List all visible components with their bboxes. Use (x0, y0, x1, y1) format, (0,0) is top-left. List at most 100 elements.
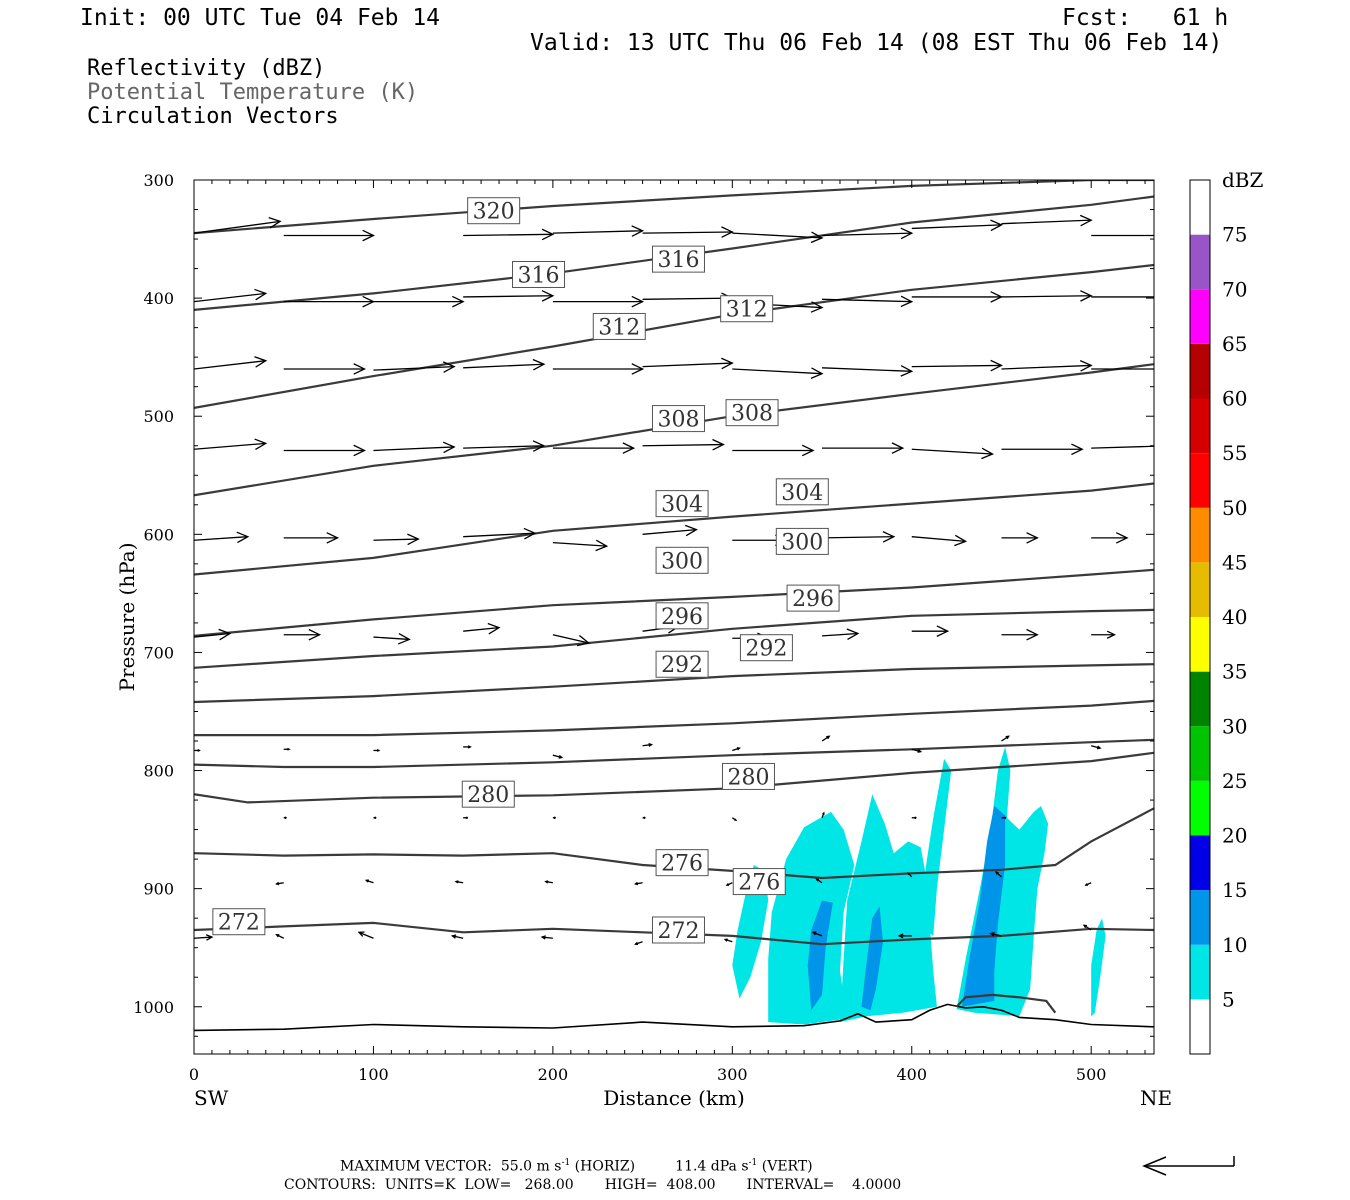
circulation-vector (194, 217, 282, 234)
circulation-vector (194, 356, 268, 370)
circulation-vector-small (1001, 816, 1007, 819)
theta-contour-284 (194, 738, 1154, 769)
circulation-vector (283, 229, 375, 242)
y-tick-label: 300 (143, 171, 174, 190)
theta-label-text: 300 (661, 549, 703, 574)
circulation-vector (463, 228, 555, 241)
circulation-vector (373, 632, 411, 645)
colorbar-label: 40 (1222, 605, 1247, 629)
theta-label-text: 320 (473, 200, 515, 225)
colorbar-swatch (1190, 999, 1210, 1054)
colorbar-swatch (1190, 944, 1210, 1000)
colorbar-label: 30 (1222, 714, 1247, 738)
theta-label: 312 (592, 312, 646, 340)
colorbar-label: 15 (1222, 878, 1247, 902)
circulation-vector-small (911, 748, 923, 753)
theta-label-text: 308 (657, 408, 699, 433)
circulation-vector (552, 225, 645, 237)
forecast-hour: Fcst: 61 h (1062, 5, 1229, 31)
circulation-vector-small (283, 816, 287, 819)
theta-label-text: 304 (661, 493, 703, 518)
circulation-vector-small (911, 816, 917, 819)
circulation-vector-small (821, 811, 825, 819)
theta-label-text: 276 (738, 871, 780, 896)
reflectivity-5dbz-area (840, 794, 937, 1023)
circulation-vector-small (194, 934, 214, 941)
theta-label: 276 (655, 849, 709, 877)
circulation-vector-small (373, 749, 381, 752)
circulation-vector (552, 295, 645, 308)
max-vector-horiz-unit: (HORIZ) (574, 1158, 636, 1175)
circulation-vector (642, 226, 734, 238)
x-end-label-ne: NE (1140, 1086, 1172, 1110)
theta-contour-304 (194, 482, 1154, 576)
y-tick-label: 600 (143, 525, 174, 544)
circulation-vector (552, 539, 609, 552)
circulation-vector-small (723, 938, 733, 943)
circulation-vector (373, 361, 456, 373)
circulation-vector-small (1084, 882, 1092, 886)
theta-contour-288 (194, 699, 1154, 737)
colorbar-swatch (1190, 234, 1210, 290)
y-tick-label: 800 (143, 762, 174, 781)
theta-contour-292 (194, 663, 1154, 704)
colorbar-label: 5 (1222, 987, 1235, 1011)
colorbar-swatch (1190, 289, 1210, 344)
reflectivity-10dbz-area (861, 906, 883, 1011)
theta-label-text: 296 (661, 605, 703, 630)
circulation-vector-small (642, 816, 646, 819)
circulation-vector (911, 359, 1003, 372)
theta-label: 304 (775, 478, 829, 506)
max-vector-horiz-exponent: -1 (561, 1158, 571, 1168)
circulation-vector-small (454, 880, 464, 884)
theta-label-text: 280 (727, 765, 769, 790)
x-tick-label: 200 (538, 1065, 569, 1084)
circulation-vector (642, 357, 734, 370)
colorbar-label: 60 (1222, 387, 1247, 411)
field-potential-temperature: Potential Temperature (K) (87, 80, 419, 105)
field-reflectivity: Reflectivity (dBZ) (87, 56, 326, 81)
colorbar-label: 50 (1222, 496, 1247, 520)
colorbar-swatch (1190, 562, 1210, 617)
circulation-vector (283, 532, 340, 544)
colorbar: 5 10 15 20 25 30 35 40 45 50 55 60 65 70 75 (1189, 179, 1247, 1055)
circulation-vector-small (463, 745, 472, 749)
circulation-vector-small (725, 882, 733, 886)
circulation-vector (911, 219, 1003, 232)
theta-label: 312 (720, 295, 774, 323)
circulation-vector-small (907, 872, 913, 878)
circulation-vector (463, 440, 546, 452)
circulation-vectors (194, 214, 1154, 946)
reflectivity-5dbz-area (918, 758, 952, 936)
circulation-vector (732, 231, 824, 244)
circulation-vector (463, 358, 546, 371)
circulation-vector (822, 442, 905, 454)
circulation-vector (552, 634, 591, 647)
colorbar-label: 65 (1222, 332, 1247, 356)
circulation-vector-small (552, 816, 556, 819)
circulation-vector (552, 442, 636, 454)
reflectivity-5dbz-area (1091, 918, 1106, 1017)
max-vector-vert: 11.4 dPa s (675, 1158, 749, 1175)
circulation-vector-small (634, 941, 643, 946)
circulation-vector-small (633, 881, 643, 886)
reflectivity-5dbz-area (732, 865, 769, 999)
theta-label-text: 296 (792, 587, 834, 612)
theta-label: 304 (655, 490, 709, 518)
x-tick-label: 100 (358, 1065, 389, 1084)
circulation-vector-small (732, 747, 741, 752)
theta-label-text: 316 (518, 263, 560, 288)
circulation-vector (1001, 628, 1039, 641)
circulation-vector-small (364, 879, 374, 884)
theta-label: 280 (461, 780, 515, 808)
colorbar-label: 75 (1222, 223, 1247, 247)
theta-label-text: 272 (657, 919, 699, 944)
circulation-vector (1091, 296, 1154, 298)
x-tick-label: 0 (189, 1065, 199, 1084)
x-tick-label: 400 (896, 1065, 927, 1084)
theta-label: 272 (651, 916, 705, 944)
circulation-vector-small (275, 934, 285, 939)
colorbar-swatch (1190, 780, 1210, 836)
theta-label: 296 (786, 584, 840, 612)
circulation-vector (1091, 368, 1154, 370)
